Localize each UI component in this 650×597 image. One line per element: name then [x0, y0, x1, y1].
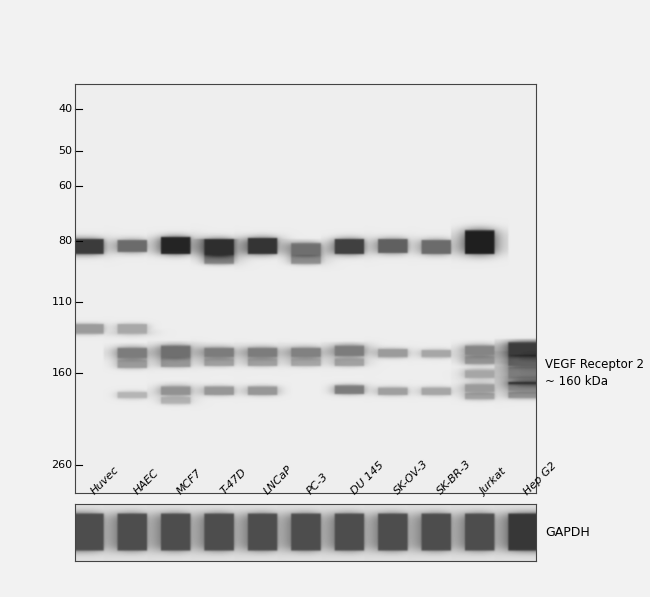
- Text: 40: 40: [58, 104, 72, 114]
- Text: Jurkat: Jurkat: [479, 466, 509, 497]
- Text: SK-OV-3: SK-OV-3: [392, 458, 430, 497]
- Text: MCF7: MCF7: [176, 467, 204, 497]
- Text: T-47D: T-47D: [219, 467, 248, 497]
- Text: 160: 160: [51, 368, 72, 378]
- Text: 50: 50: [58, 146, 72, 156]
- Text: 110: 110: [51, 297, 72, 306]
- Text: Hep G2: Hep G2: [523, 460, 559, 497]
- Text: HAEC: HAEC: [132, 468, 161, 497]
- Text: DU 145: DU 145: [349, 460, 385, 497]
- Text: PC-3: PC-3: [306, 472, 331, 497]
- Text: 80: 80: [58, 236, 72, 246]
- Text: LNCaP: LNCaP: [262, 464, 294, 497]
- Text: GAPDH: GAPDH: [545, 527, 590, 539]
- Text: SK-BR-3: SK-BR-3: [436, 458, 474, 497]
- Text: 60: 60: [58, 181, 72, 191]
- Text: 260: 260: [51, 460, 72, 470]
- Text: Huvec: Huvec: [88, 465, 120, 497]
- Text: VEGF Receptor 2
~ 160 kDa: VEGF Receptor 2 ~ 160 kDa: [545, 358, 645, 388]
